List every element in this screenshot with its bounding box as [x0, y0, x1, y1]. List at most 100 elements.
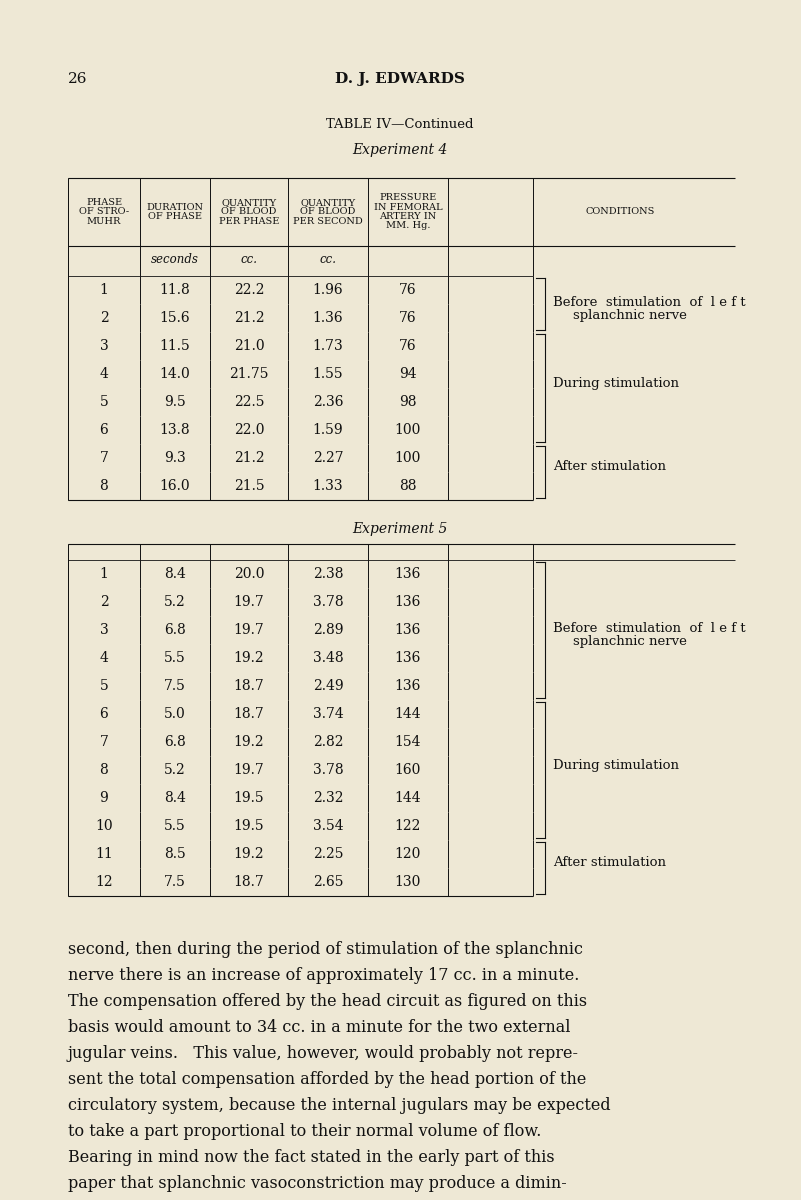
- Text: splanchnic nerve: splanchnic nerve: [573, 635, 687, 648]
- Text: 76: 76: [399, 311, 417, 325]
- Text: second, then during the period of stimulation of the splanchnic: second, then during the period of stimul…: [68, 941, 583, 958]
- Text: 144: 144: [395, 791, 421, 805]
- Text: 3: 3: [99, 623, 108, 637]
- Text: 8.4: 8.4: [164, 566, 186, 581]
- Text: 2.36: 2.36: [312, 395, 344, 409]
- Text: circulatory system, because the internal jugulars may be expected: circulatory system, because the internal…: [68, 1097, 610, 1114]
- Text: MUHR: MUHR: [87, 217, 121, 226]
- Text: PER SECOND: PER SECOND: [293, 217, 363, 226]
- Text: 11.5: 11.5: [159, 338, 191, 353]
- Text: 1.73: 1.73: [312, 338, 344, 353]
- Text: 130: 130: [395, 875, 421, 889]
- Text: 1.36: 1.36: [312, 311, 344, 325]
- Text: nerve there is an increase of approximately 17 cc. in a minute.: nerve there is an increase of approximat…: [68, 967, 579, 984]
- Text: CONDITIONS: CONDITIONS: [586, 208, 654, 216]
- Text: 6.8: 6.8: [164, 734, 186, 749]
- Text: 2.89: 2.89: [312, 623, 344, 637]
- Text: 18.7: 18.7: [234, 707, 264, 721]
- Text: After stimulation: After stimulation: [553, 461, 666, 474]
- Text: PHASE: PHASE: [86, 198, 122, 206]
- Text: jugular veins.   This value, however, would probably not repre-: jugular veins. This value, however, woul…: [68, 1045, 579, 1062]
- Text: 5: 5: [99, 395, 108, 409]
- Text: 12: 12: [95, 875, 113, 889]
- Text: 16.0: 16.0: [159, 479, 191, 493]
- Text: 5.5: 5.5: [164, 818, 186, 833]
- Text: OF BLOOD: OF BLOOD: [221, 208, 276, 216]
- Text: 5.2: 5.2: [164, 595, 186, 608]
- Text: After stimulation: After stimulation: [553, 857, 666, 870]
- Text: 100: 100: [395, 422, 421, 437]
- Text: 160: 160: [395, 763, 421, 778]
- Text: 6: 6: [99, 707, 108, 721]
- Text: 19.5: 19.5: [234, 818, 264, 833]
- Text: Experiment 5: Experiment 5: [352, 522, 448, 536]
- Text: 22.5: 22.5: [234, 395, 264, 409]
- Text: 100: 100: [395, 451, 421, 464]
- Text: 19.7: 19.7: [234, 595, 264, 608]
- Text: 3.48: 3.48: [312, 650, 344, 665]
- Text: 136: 136: [395, 650, 421, 665]
- Text: IN FEMORAL: IN FEMORAL: [374, 203, 442, 211]
- Text: 2.49: 2.49: [312, 679, 344, 692]
- Text: 144: 144: [395, 707, 421, 721]
- Text: 136: 136: [395, 623, 421, 637]
- Text: to take a part proportional to their normal volume of flow.: to take a part proportional to their nor…: [68, 1123, 541, 1140]
- Text: 18.7: 18.7: [234, 875, 264, 889]
- Text: paper that splanchnic vasoconstriction may produce a dimin-: paper that splanchnic vasoconstriction m…: [68, 1175, 567, 1192]
- Text: 5.5: 5.5: [164, 650, 186, 665]
- Text: 120: 120: [395, 847, 421, 862]
- Text: 98: 98: [399, 395, 417, 409]
- Text: 6: 6: [99, 422, 108, 437]
- Text: 19.2: 19.2: [234, 650, 264, 665]
- Text: 3.78: 3.78: [312, 763, 344, 778]
- Text: 22.2: 22.2: [234, 283, 264, 296]
- Text: 2: 2: [99, 595, 108, 608]
- Text: 2: 2: [99, 311, 108, 325]
- Text: sent the total compensation afforded by the head portion of the: sent the total compensation afforded by …: [68, 1070, 586, 1088]
- Text: During stimulation: During stimulation: [553, 377, 679, 390]
- Text: 21.2: 21.2: [234, 311, 264, 325]
- Text: QUANTITY: QUANTITY: [300, 198, 356, 206]
- Text: 9.3: 9.3: [164, 451, 186, 464]
- Text: 94: 94: [399, 367, 417, 382]
- Text: seconds: seconds: [151, 253, 199, 266]
- Text: 19.2: 19.2: [234, 847, 264, 862]
- Text: 3: 3: [99, 338, 108, 353]
- Text: MM. Hg.: MM. Hg.: [386, 222, 430, 230]
- Text: 88: 88: [399, 479, 417, 493]
- Text: ARTERY IN: ARTERY IN: [380, 212, 437, 221]
- Text: Bearing in mind now the fact stated in the early part of this: Bearing in mind now the fact stated in t…: [68, 1150, 554, 1166]
- Text: 19.2: 19.2: [234, 734, 264, 749]
- Text: 8: 8: [99, 763, 108, 778]
- Text: 21.75: 21.75: [229, 367, 269, 382]
- Text: 7.5: 7.5: [164, 679, 186, 692]
- Text: OF STRO-: OF STRO-: [79, 208, 129, 216]
- Text: Before  stimulation  of  l e f t: Before stimulation of l e f t: [553, 622, 746, 635]
- Text: 11: 11: [95, 847, 113, 862]
- Text: During stimulation: During stimulation: [553, 758, 679, 772]
- Text: 8: 8: [99, 479, 108, 493]
- Text: 19.7: 19.7: [234, 763, 264, 778]
- Text: 5: 5: [99, 679, 108, 692]
- Text: 26: 26: [68, 72, 87, 86]
- Text: 21.5: 21.5: [234, 479, 264, 493]
- Text: PRESSURE: PRESSURE: [380, 193, 437, 202]
- Text: 2.27: 2.27: [312, 451, 344, 464]
- Text: The compensation offered by the head circuit as figured on this: The compensation offered by the head cir…: [68, 994, 587, 1010]
- Text: 21.2: 21.2: [234, 451, 264, 464]
- Text: Experiment 4: Experiment 4: [352, 143, 448, 157]
- Text: 4: 4: [99, 650, 108, 665]
- Text: 13.8: 13.8: [159, 422, 191, 437]
- Text: Before  stimulation  of  l e f t: Before stimulation of l e f t: [553, 296, 746, 308]
- Text: 3.78: 3.78: [312, 595, 344, 608]
- Text: 76: 76: [399, 338, 417, 353]
- Text: 19.7: 19.7: [234, 623, 264, 637]
- Text: PER PHASE: PER PHASE: [219, 217, 280, 226]
- Text: 22.0: 22.0: [234, 422, 264, 437]
- Text: 21.0: 21.0: [234, 338, 264, 353]
- Text: D. J. EDWARDS: D. J. EDWARDS: [335, 72, 465, 86]
- Text: DURATION: DURATION: [147, 203, 203, 211]
- Text: 14.0: 14.0: [159, 367, 191, 382]
- Text: 1: 1: [99, 283, 108, 296]
- Text: 7.5: 7.5: [164, 875, 186, 889]
